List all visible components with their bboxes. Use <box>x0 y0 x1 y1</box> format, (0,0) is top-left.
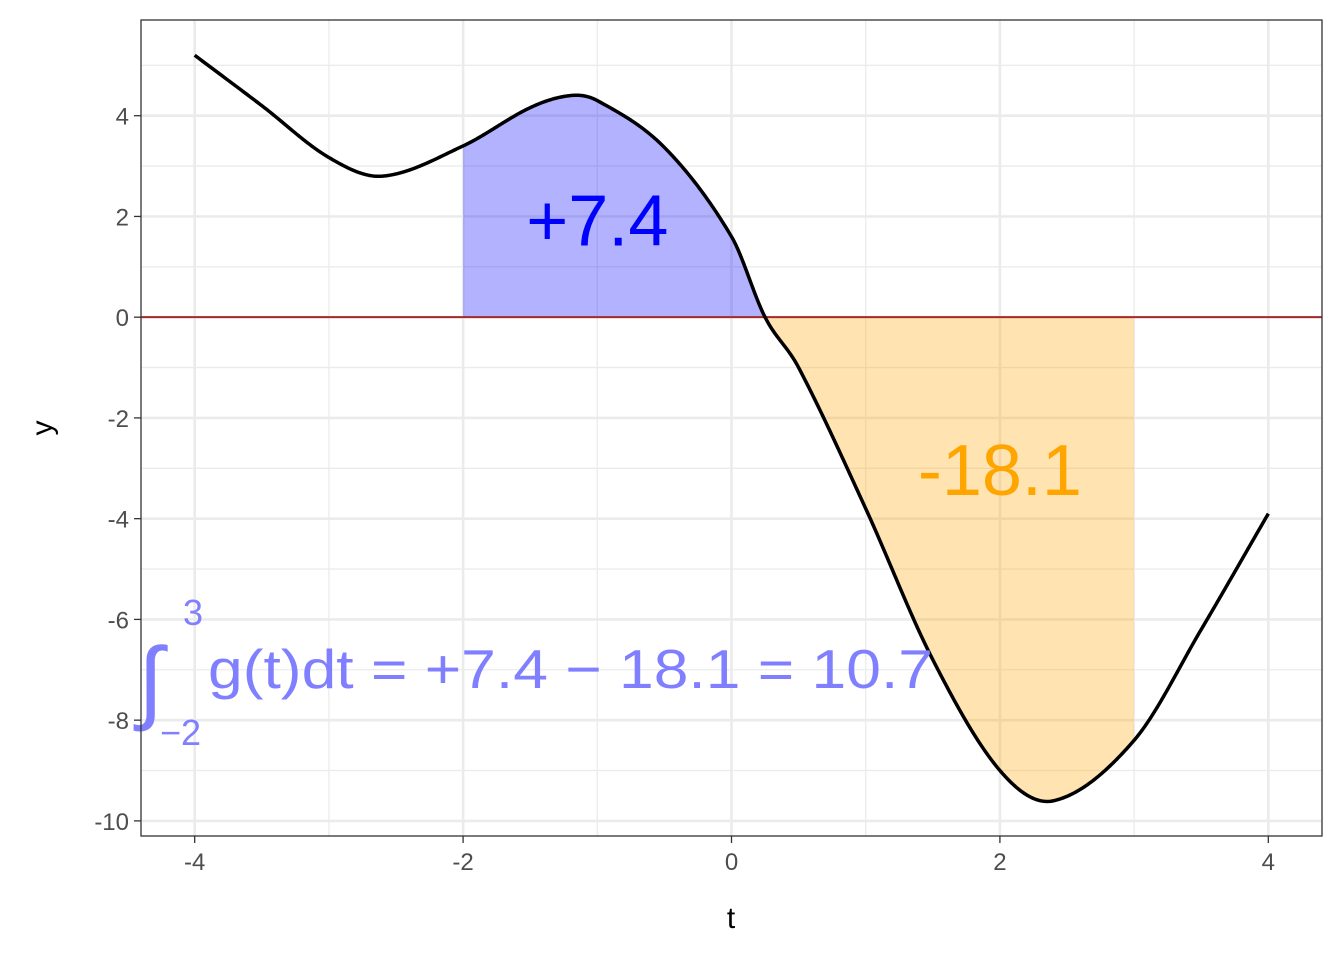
integral-lower-limit: −2 <box>160 712 201 753</box>
axes: -4 -2 0 2 4 -10 -8 -6 -4 -2 0 2 4 <box>94 104 1275 876</box>
y-tick-label: -8 <box>108 708 129 735</box>
positive-area <box>463 95 766 318</box>
y-tick-label: -2 <box>108 406 129 433</box>
x-axis-label: t <box>727 902 736 935</box>
y-tick-label: -6 <box>108 607 129 634</box>
function-curve <box>193 53 1270 804</box>
integral-upper-limit: 3 <box>183 592 203 633</box>
integral-annotation: ∫ 3 −2 g(t)dt = +7.4 − 18.1 = 10.7 <box>133 592 933 753</box>
negative-area <box>765 317 1135 802</box>
integral-sign: ∫ <box>133 630 168 732</box>
y-tick-label: 2 <box>116 204 129 231</box>
x-tick-label: 2 <box>993 849 1006 876</box>
x-tick-label: 4 <box>1262 849 1275 876</box>
negative-area-label: -18.1 <box>918 431 1082 511</box>
curve-layer <box>141 53 1322 804</box>
x-tick-label: 0 <box>725 849 738 876</box>
positive-area-label: +7.4 <box>526 181 668 261</box>
x-tick-label: -4 <box>184 849 205 876</box>
integral-equation: g(t)dt = +7.4 − 18.1 = 10.7 <box>208 638 933 700</box>
x-tick-label: -2 <box>452 849 473 876</box>
y-tick-label: -4 <box>108 507 129 534</box>
y-tick-label: 0 <box>116 305 129 332</box>
y-tick-label: 4 <box>116 104 129 131</box>
grid <box>141 20 1322 836</box>
shaded-areas <box>463 95 1135 802</box>
area-labels: +7.4 -18.1 <box>526 181 1082 510</box>
y-tick-label: -10 <box>94 809 129 836</box>
y-axis-label: y <box>26 421 59 436</box>
